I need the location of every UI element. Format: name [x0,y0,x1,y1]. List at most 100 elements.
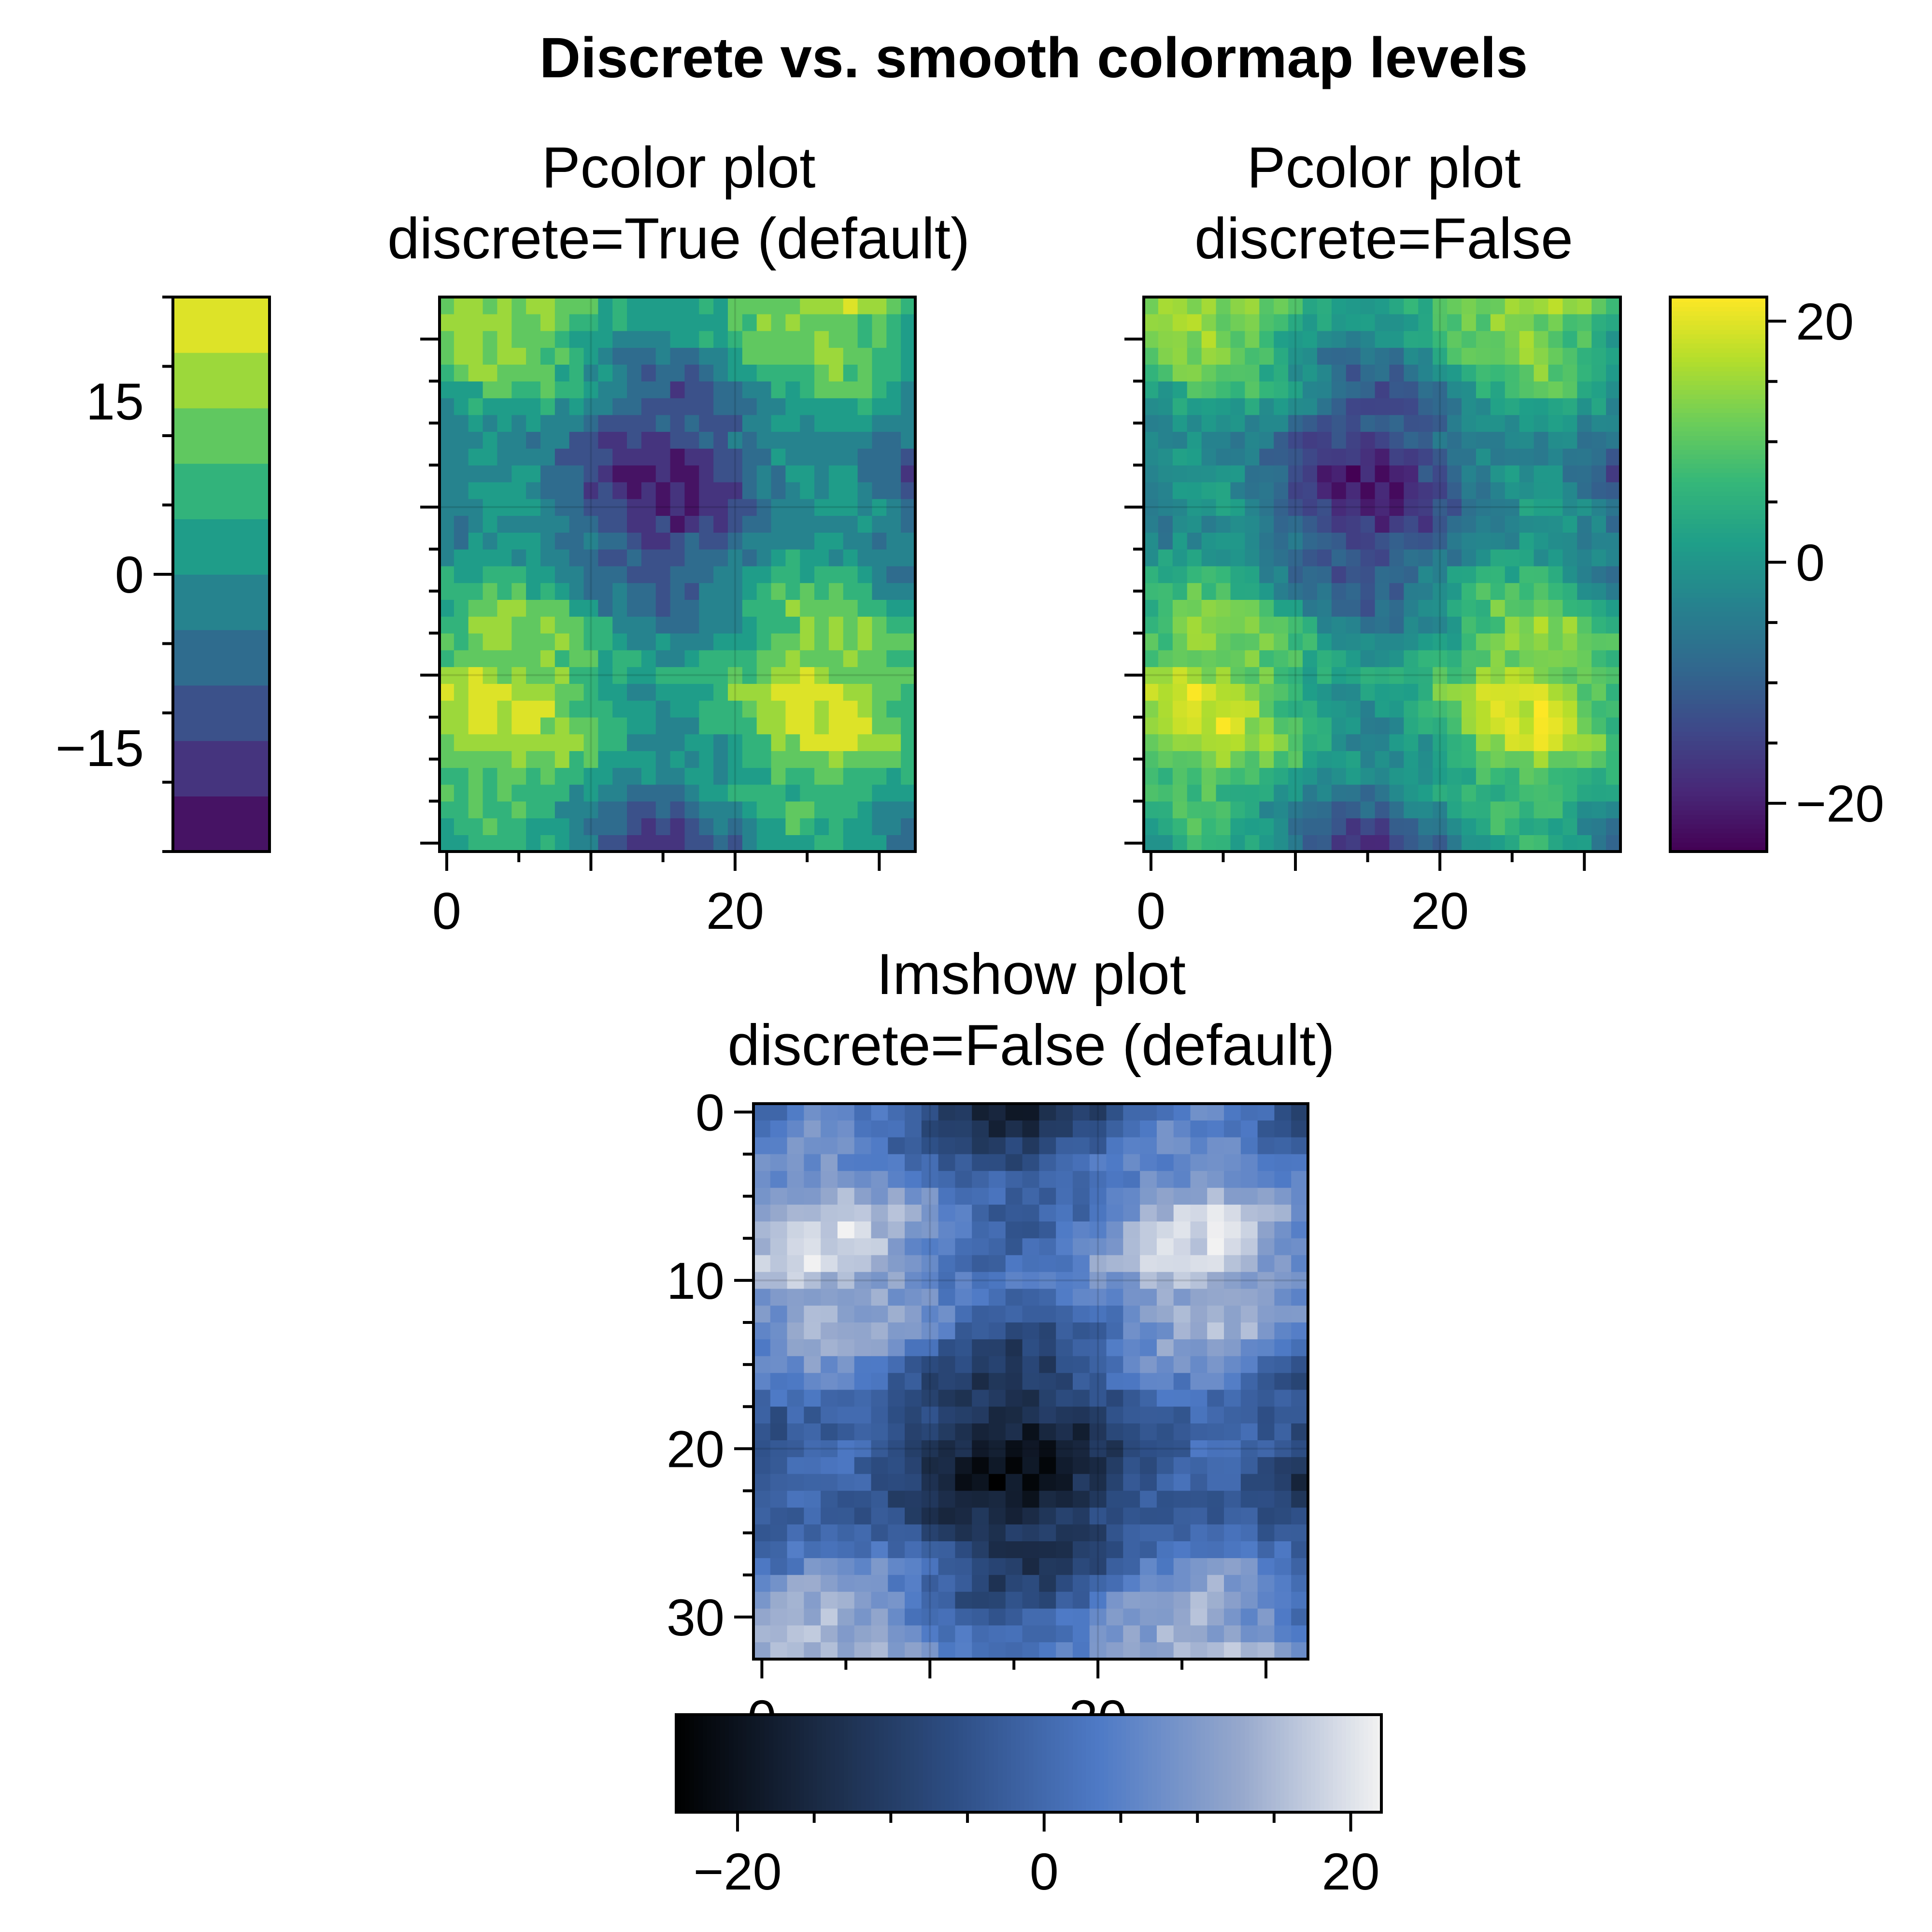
heatmap-cell [857,549,873,567]
heatmap-cell [511,381,526,398]
heatmap-cell [526,818,541,836]
heatmap-cell [583,784,599,802]
heatmap-cell [771,381,786,398]
heatmap-cell [1230,784,1246,802]
heatmap-cell [655,414,671,432]
heatmap-cell [1519,532,1534,550]
colorbar-segment [795,1715,800,1812]
heatmap-cell [1187,734,1202,752]
heatmap-cell [843,667,858,684]
heatmap-cell [1172,650,1188,668]
heatmap-cell [612,717,627,735]
heatmap-cell [699,835,714,852]
heatmap-cell [1288,330,1303,348]
heatmap-cell [1140,1491,1157,1508]
heatmap-cell [1005,1255,1023,1273]
heatmap-cell [1201,448,1217,466]
heatmap-cell [938,1238,956,1256]
heatmap-cell [901,751,916,768]
heatmap-cell [727,398,743,415]
heatmap-cell [511,616,526,634]
heatmap-cell [641,683,656,701]
heatmap-cell [1173,1457,1191,1475]
heatmap-cell [1156,1608,1174,1626]
heatmap-cell [699,313,714,331]
heatmap-cell [787,1406,805,1424]
heatmap-cell [888,1272,905,1290]
heatmap-cell [1201,700,1217,718]
heatmap-cell [886,717,901,735]
heatmap-cell [1274,482,1289,499]
heatmap-cell [1331,700,1347,718]
heatmap-cell [497,347,512,365]
heatmap-cell [670,767,685,785]
heatmap-cell [1404,835,1419,852]
heatmap-cell [785,532,801,550]
colorbar-segment [1183,1715,1188,1812]
heatmap-cell [771,431,786,449]
heatmap-cell [540,532,555,550]
heatmap-cell [627,582,642,600]
colorbar-segment [1670,477,1767,483]
heatmap-cell [569,414,584,432]
heatmap-cell [1158,582,1173,600]
heatmap-cell [1207,1373,1224,1391]
heatmap-cell [1375,784,1390,802]
heatmap-cell [699,414,714,432]
heatmap-cell [1240,1339,1258,1357]
heatmap-cell [1056,1104,1073,1121]
heatmap-cell [1207,1171,1224,1189]
heatmap-cell [800,667,815,684]
heatmap-cell [641,381,656,398]
heatmap-cell [1201,414,1217,432]
heatmap-cell [785,734,801,752]
heatmap-cell [1056,1474,1073,1492]
heatmap-cell [742,599,757,617]
heatmap-cell [1288,381,1303,398]
colorbar-segment [1670,311,1767,316]
heatmap-cell [1056,1171,1073,1189]
heatmap-cell [1505,700,1520,718]
heatmap-cell [804,1457,821,1475]
heatmap-cell [1257,1188,1275,1205]
colorbar-segment [1670,708,1767,713]
heatmap-cell [497,616,512,634]
heatmap-cell [1433,767,1448,785]
colorbar-segment [782,1715,787,1812]
heatmap-cell [1156,1440,1174,1458]
heatmap-cell [1563,734,1578,752]
heatmap-cell [440,566,455,583]
heatmap-cell [1591,650,1606,668]
heatmap-cell [554,835,570,852]
heatmap-cell [1245,667,1260,684]
colorbar-segment [751,1715,756,1812]
heatmap-cell [854,1221,872,1239]
heatmap-cell [756,330,772,348]
heatmap-cell [857,633,873,651]
heatmap-cell [1173,1171,1191,1189]
heatmap-cell [1245,801,1260,819]
colorbar-segment [1328,1715,1334,1812]
heatmap-cell [1257,1120,1275,1138]
heatmap-cell [1089,1541,1107,1559]
heatmap-cell [1173,1591,1191,1609]
heatmap-cell [1331,515,1347,533]
heatmap-cell [1462,313,1477,331]
heatmap-cell [1404,297,1419,314]
heatmap-cell [1158,566,1173,583]
heatmap-cell [888,1390,905,1407]
heatmap-cell [955,1188,973,1205]
heatmap-cell [1462,767,1477,785]
heatmap-cell [511,398,526,415]
heatmap-cell [871,1289,889,1306]
heatmap-cell [540,498,555,516]
heatmap-cell [1173,1524,1191,1542]
heatmap-cell [771,599,786,617]
heatmap-cell [1274,616,1289,634]
heatmap-cell [1505,582,1520,600]
heatmap-cell [1022,1406,1040,1424]
heatmap-cell [1230,313,1246,331]
heatmap-cell [1563,515,1578,533]
heatmap-cell [1331,414,1347,432]
heatmap-cell [454,700,469,718]
